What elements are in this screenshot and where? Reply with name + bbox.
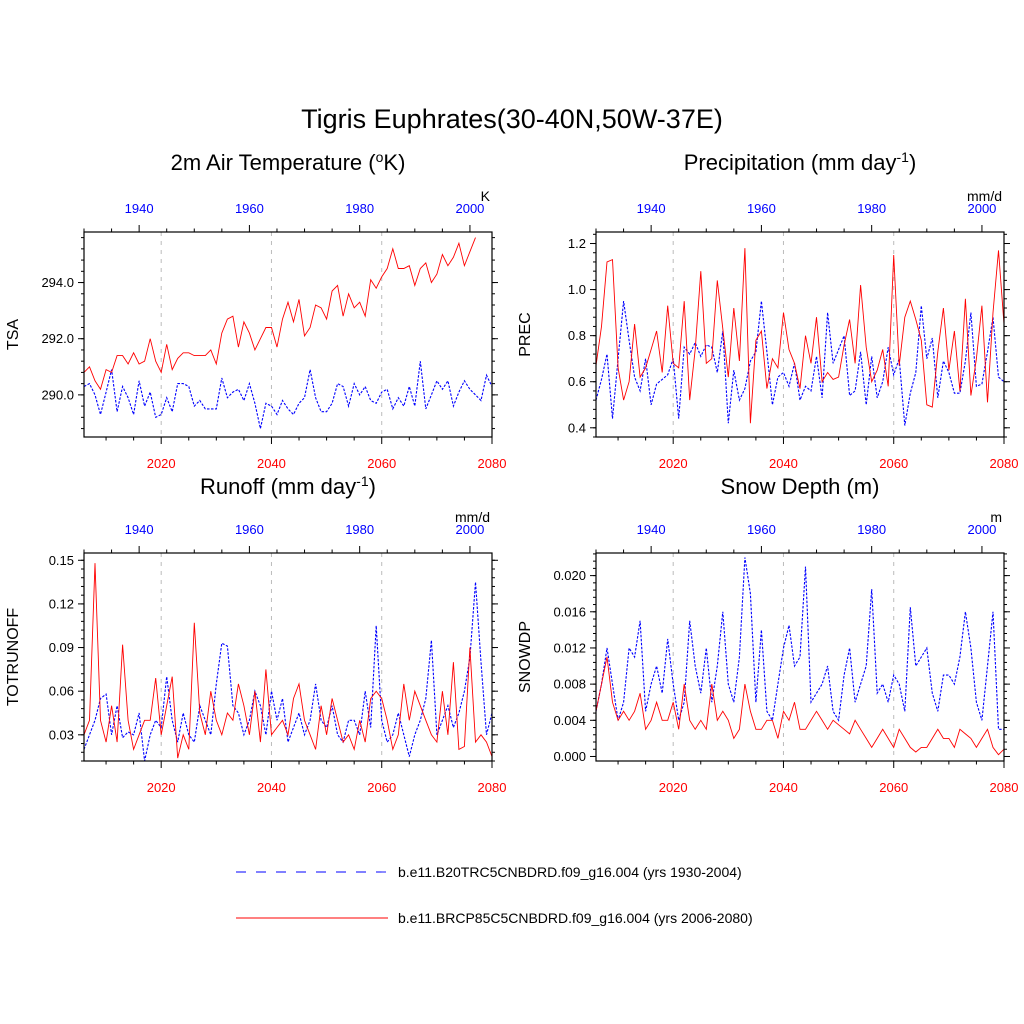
y-tick-label: 292.0 xyxy=(41,331,74,346)
y-tick-label: 0.8 xyxy=(568,328,586,343)
x-top-tick-label: 1980 xyxy=(857,201,886,216)
x-bottom-tick-label: 2040 xyxy=(769,780,798,795)
panel-title: Runoff (mm day-1) xyxy=(200,473,376,499)
panel-title: Precipitation (mm day-1) xyxy=(684,149,917,175)
x-bottom-tick-label: 2040 xyxy=(769,456,798,471)
units-label: K xyxy=(481,188,491,204)
y-tick-label: 0.008 xyxy=(553,677,586,692)
y-tick-label: 0.12 xyxy=(49,596,74,611)
x-top-tick-label: 1940 xyxy=(125,201,154,216)
y-tick-label: 1.2 xyxy=(568,236,586,251)
x-top-tick-label: 2000 xyxy=(967,201,996,216)
y-axis-label: SNOWDP xyxy=(517,621,534,693)
panels-group: 2m Air Temperature (oK) K TSA 290.0 292.0 294… xyxy=(5,149,1018,795)
legend: b.e11.B20TRC5CNBDRD.f09_g16.004 (yrs 193… xyxy=(236,864,753,926)
x-bottom-tick-label: 2060 xyxy=(879,780,908,795)
legend-label-historical: b.e11.B20TRC5CNBDRD.f09_g16.004 (yrs 193… xyxy=(398,864,742,880)
plot-frame xyxy=(595,552,1005,762)
x-top-tick-label: 1960 xyxy=(235,201,264,216)
x-top-tick-label: 1940 xyxy=(125,522,154,537)
series-line-future xyxy=(595,656,1005,756)
y-axis-label: PREC xyxy=(517,312,534,356)
series-line-historical xyxy=(83,582,493,762)
panel-title: 2m Air Temperature (oK) xyxy=(171,149,406,175)
y-tick-label: 290.0 xyxy=(41,387,74,402)
y-tick-label: 0.15 xyxy=(49,553,74,568)
y-tick-label: 0.09 xyxy=(49,640,74,655)
y-tick-label: 0.012 xyxy=(553,640,586,655)
series-line-historical xyxy=(83,361,493,429)
y-tick-label: 1.0 xyxy=(568,282,586,297)
series-line-future xyxy=(595,248,1005,424)
x-top-tick-label: 1980 xyxy=(345,522,374,537)
x-bottom-tick-label: 2020 xyxy=(659,456,688,471)
y-tick-label: 294.0 xyxy=(41,275,74,290)
x-bottom-tick-label: 2040 xyxy=(257,456,286,471)
x-top-tick-label: 2000 xyxy=(455,522,484,537)
plot-frame xyxy=(595,231,1005,438)
units-label: mm/d xyxy=(967,188,1002,204)
panel-1: 2m Air Temperature (oK) K TSA 290.0 292.0 294… xyxy=(5,149,506,471)
x-bottom-tick-label: 2080 xyxy=(990,456,1019,471)
x-bottom-tick-label: 2080 xyxy=(478,456,507,471)
y-tick-label: 0.016 xyxy=(553,604,586,619)
panel-2: Precipitation (mm day-1) mm/d PREC 0.4 0.6 0.… xyxy=(517,149,1018,471)
y-tick-label: 0.000 xyxy=(553,749,586,764)
x-bottom-tick-label: 2060 xyxy=(367,456,396,471)
units-label: m xyxy=(990,509,1002,525)
y-axis-label: TSA xyxy=(5,319,22,350)
x-top-tick-label: 2000 xyxy=(455,201,484,216)
series-line-future xyxy=(83,563,493,759)
series-line-historical xyxy=(595,301,1005,426)
y-tick-label: 0.020 xyxy=(553,568,586,583)
x-bottom-tick-label: 2020 xyxy=(659,780,688,795)
y-tick-label: 0.4 xyxy=(568,420,586,435)
plot-frame xyxy=(83,552,493,762)
x-top-tick-label: 1980 xyxy=(345,201,374,216)
x-top-tick-label: 1960 xyxy=(235,522,264,537)
x-bottom-tick-label: 2020 xyxy=(147,456,176,471)
figure-title: Tigris Euphrates(30-40N,50W-37E) xyxy=(301,104,723,134)
x-top-tick-label: 1980 xyxy=(857,522,886,537)
x-bottom-tick-label: 2060 xyxy=(879,456,908,471)
x-top-tick-label: 1940 xyxy=(637,201,666,216)
y-tick-label: 0.06 xyxy=(49,684,74,699)
x-bottom-tick-label: 2080 xyxy=(478,780,507,795)
legend-label-future: b.e11.BRCP85C5CNBDRD.f09_g16.004 (yrs 20… xyxy=(398,910,753,926)
x-bottom-tick-label: 2040 xyxy=(257,780,286,795)
y-tick-label: 0.03 xyxy=(49,727,74,742)
panel-title: Snow Depth (m) xyxy=(721,474,880,499)
x-bottom-tick-label: 2020 xyxy=(147,780,176,795)
x-bottom-tick-label: 2060 xyxy=(367,780,396,795)
x-top-tick-label: 1960 xyxy=(747,522,776,537)
y-tick-label: 0.004 xyxy=(553,713,586,728)
series-line-future xyxy=(83,237,476,391)
y-tick-label: 0.6 xyxy=(568,374,586,389)
x-top-tick-label: 1960 xyxy=(747,201,776,216)
plot-frame xyxy=(83,231,493,438)
x-top-tick-label: 2000 xyxy=(967,522,996,537)
x-top-tick-label: 1940 xyxy=(637,522,666,537)
panel-3: Runoff (mm day-1) mm/d TOTRUNOFF 0.03 0.06 0.… xyxy=(5,473,506,795)
series-line-historical xyxy=(595,557,1004,730)
x-bottom-tick-label: 2080 xyxy=(990,780,1019,795)
units-label: mm/d xyxy=(455,509,490,525)
panel-4: Snow Depth (m) m SNOWDP 0.000 0.004 0.008 0.01… xyxy=(517,474,1018,795)
y-axis-label: TOTRUNOFF xyxy=(5,608,22,707)
